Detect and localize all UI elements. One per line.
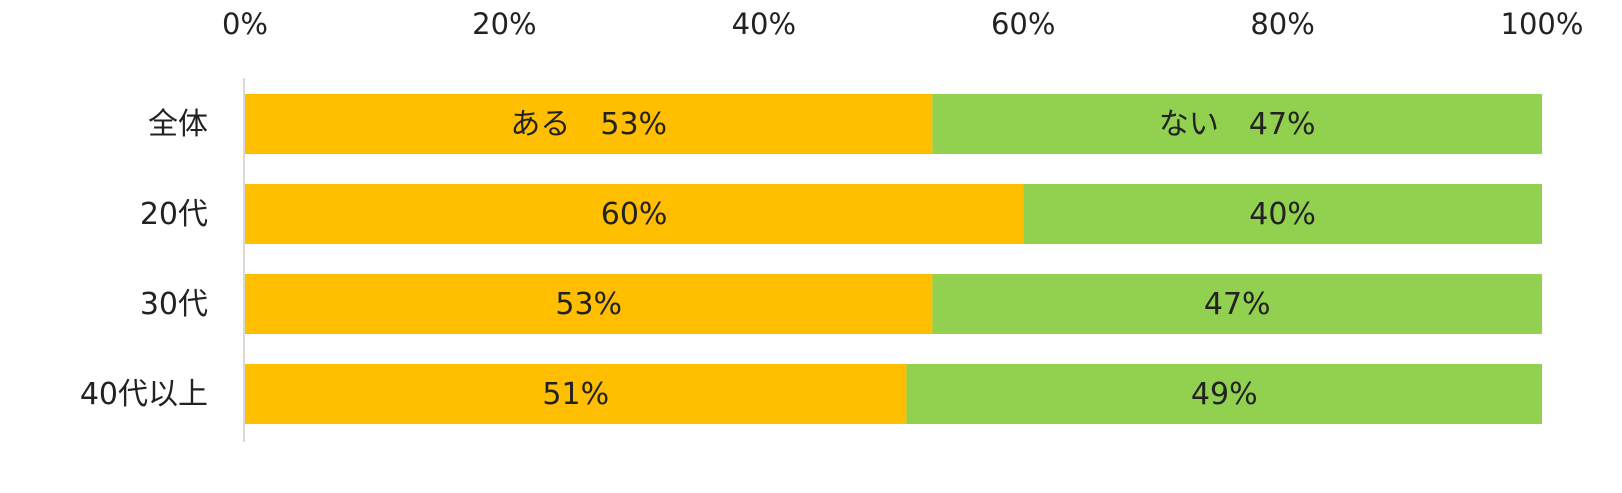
x-tick-label: 20% (472, 7, 536, 41)
x-tick-label: 40% (732, 7, 796, 41)
x-axis-ticks: 0% 20% 40% 60% 80% 100% (222, 7, 1583, 41)
category-labels: 全体 20代 30代 40代以上 (80, 107, 208, 412)
bar-segment-aru (245, 274, 933, 334)
bar-data-label: 60% (601, 197, 668, 232)
bar-segment-aru (245, 184, 1024, 244)
bar-data-label: 51% (542, 377, 609, 412)
x-tick-label: 100% (1501, 7, 1584, 41)
bar-data-label: 49% (1191, 377, 1258, 412)
bar-data-label: 40% (1249, 197, 1316, 232)
x-tick-label: 0% (222, 7, 268, 41)
bar-segment-nai (932, 274, 1542, 334)
bar-data-label: 47% (1204, 287, 1271, 322)
bar-segment-aru (245, 94, 933, 154)
bar-data-label: 53% (555, 287, 622, 322)
x-tick-label: 80% (1250, 7, 1314, 41)
bar-segment-nai (1023, 184, 1542, 244)
bar-segment-nai (932, 94, 1542, 154)
bar-data-label: ある 53% (510, 107, 667, 142)
x-tick-label: 60% (991, 7, 1055, 41)
category-label: 全体 (148, 107, 208, 142)
bars (245, 94, 1542, 424)
category-label: 30代 (140, 287, 208, 322)
category-label: 20代 (140, 197, 208, 232)
category-label: 40代以上 (80, 377, 208, 412)
bar-segment-aru (245, 364, 907, 424)
data-labels: ある 53% ない 47% 60% 40% 53% 47% 51% 49% (510, 107, 1316, 412)
bar-segment-nai (906, 364, 1542, 424)
bar-data-label: ない 47% (1159, 107, 1316, 142)
